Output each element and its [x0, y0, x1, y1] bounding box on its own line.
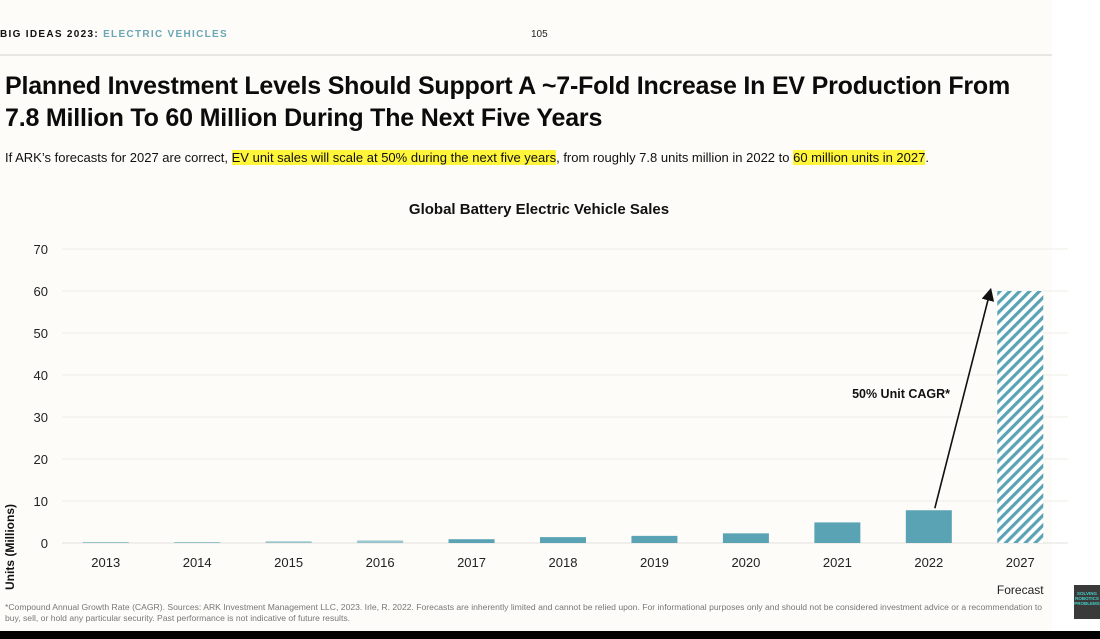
x-tick-label: 2027: [1006, 555, 1035, 570]
bar: [265, 541, 312, 543]
bar: [357, 540, 404, 543]
y-tick-label: 70: [34, 242, 48, 257]
bar: [540, 537, 586, 543]
bar: [722, 533, 769, 543]
page-number: 105: [531, 29, 548, 40]
cagr-annotation: 50% Unit CAGR*: [852, 387, 950, 401]
report-brand: BIG IDEAS 2023: ELECTRIC VEHICLES: [0, 29, 228, 40]
x-tick-label: 2022: [914, 555, 943, 570]
subtitle-highlight-target: 60 million units in 2027: [793, 150, 926, 165]
y-tick-label: 30: [34, 410, 48, 425]
y-tick-label: 40: [34, 368, 48, 383]
x-tick-label: 2013: [91, 555, 120, 570]
x-tick-label: 2020: [731, 555, 760, 570]
y-axis-label: Units (Millions): [3, 504, 17, 590]
x-tick-label: 2018: [549, 555, 578, 570]
slide-title: Planned Investment Levels Should Support…: [5, 72, 1011, 132]
x-tick-label: 2015: [274, 555, 303, 570]
section-name: ELECTRIC VEHICLES: [103, 29, 228, 40]
forecast-bar: [997, 291, 1044, 543]
x-tick-label: 2019: [640, 555, 669, 570]
y-tick-label: 0: [41, 536, 48, 551]
slide-subtitle: If ARK’s forecasts for 2027 are correct,…: [5, 150, 929, 165]
x-tick-label: 2017: [457, 555, 486, 570]
subtitle-text: If ARK’s forecasts for 2027 are correct,: [5, 150, 232, 165]
y-tick-label: 10: [34, 494, 48, 509]
x-tick-label: 2016: [366, 555, 395, 570]
bar: [174, 542, 221, 543]
brand-name: BIG IDEAS 2023: [0, 29, 95, 40]
corner-badge: SOLVING ROBOTICS PROBLEMS: [1074, 585, 1100, 619]
bar: [905, 510, 952, 543]
cagr-arrow: [934, 287, 995, 509]
x-tick-label: 2021: [823, 555, 852, 570]
bar: [82, 542, 129, 543]
bev-sales-chart: Global Battery Electric Vehicle Sales Un…: [3, 201, 1068, 597]
footnote: *Compound Annual Growth Rate (CAGR). Sou…: [5, 602, 1043, 623]
y-tick-label: 50: [34, 326, 48, 341]
chart-title: Global Battery Electric Vehicle Sales: [409, 201, 669, 218]
y-tick-label: 20: [34, 452, 48, 467]
bar: [448, 539, 495, 543]
x-tick-label: 2014: [183, 555, 212, 570]
bar: [631, 535, 678, 543]
right-margin: [1052, 0, 1100, 639]
bottom-bar: [0, 631, 1100, 639]
slide-header: BIG IDEAS 2023: ELECTRIC VEHICLES 105: [0, 22, 1052, 56]
brand-separator: :: [94, 29, 99, 40]
subtitle-text: .: [925, 150, 929, 165]
forecast-label: Forecast: [997, 583, 1044, 597]
subtitle-text: , from roughly 7.8 units million in 2022…: [556, 150, 794, 165]
subtitle-highlight-growth: EV unit sales will scale at 50% during t…: [231, 150, 557, 165]
y-tick-label: 60: [34, 284, 48, 299]
bar: [814, 522, 861, 543]
